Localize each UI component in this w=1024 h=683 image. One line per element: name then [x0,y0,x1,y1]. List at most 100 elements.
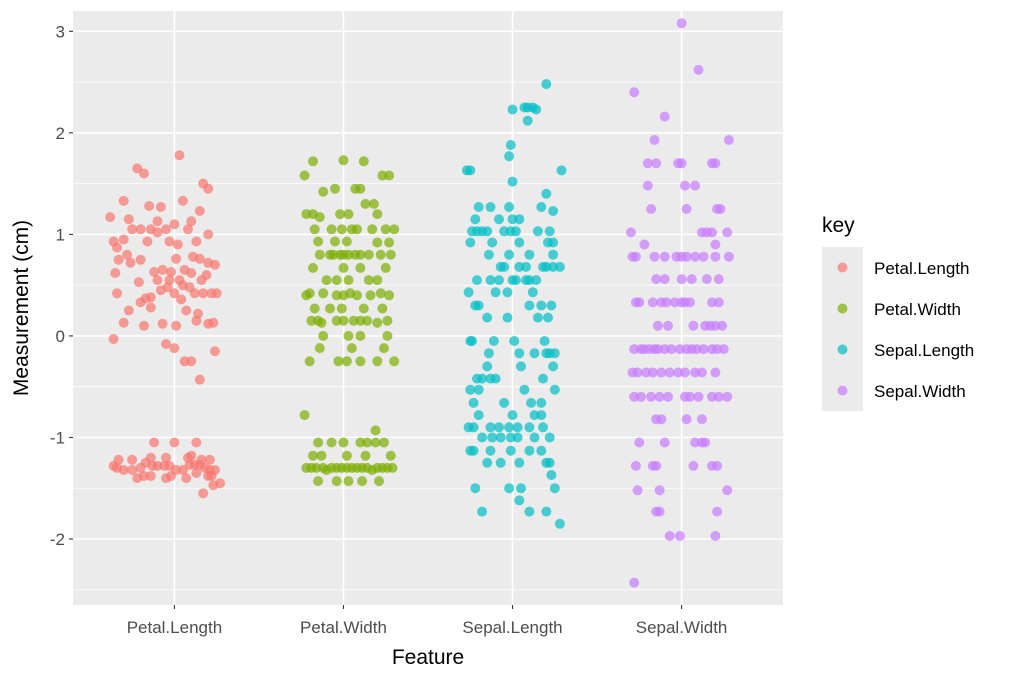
data-point [549,483,560,494]
data-point [133,277,144,288]
data-point [502,312,513,323]
data-point [465,384,476,395]
data-point [532,226,543,237]
data-point [372,356,383,367]
data-point [164,236,175,247]
data-point [341,236,352,247]
data-point [543,312,553,323]
data-point [174,150,185,161]
data-point [362,315,373,326]
data-point [191,315,202,326]
data-point [468,445,479,456]
data-point [529,348,540,359]
data-point [161,224,171,235]
data-point [487,237,498,248]
data-point [382,330,393,341]
data-point [647,297,658,308]
data-point [368,198,379,209]
data-point [710,239,721,250]
data-point [326,224,337,235]
data-point [546,470,557,480]
data-point [494,275,504,286]
data-point [634,297,645,308]
data-point [710,158,721,169]
x-tick-label: Sepal.Width [636,618,728,637]
data-point [308,156,318,167]
data-point [113,254,124,265]
data-point [352,224,362,235]
data-point [360,198,371,209]
data-point [483,348,494,359]
data-point [385,450,396,461]
y-axis-title: Measurement (cm) [10,220,33,396]
data-point [326,437,337,448]
data-point [105,212,116,223]
data-point [379,437,389,448]
data-point [360,450,371,461]
data-point [171,320,182,331]
data-point [132,163,143,174]
data-point [343,476,354,487]
data-point [473,202,484,212]
data-point [380,262,391,273]
data-point [372,317,383,328]
data-point [142,236,153,247]
data-point [172,239,183,250]
data-point [194,206,205,216]
data-point [325,303,335,314]
data-point [532,312,543,323]
data-point [387,462,398,473]
data-point [375,288,386,299]
data-point [321,275,332,286]
data-point [649,135,660,145]
data-point [477,506,488,517]
x-axis: Petal.Length Petal.Width Sepal.Length Sepal… [127,605,728,637]
data-point [139,320,149,331]
data-point [524,445,535,456]
data-point [629,577,640,588]
data-point [384,170,395,181]
data-point [110,268,121,278]
data-point [722,391,733,402]
data-point [522,115,533,126]
data-point [686,274,697,285]
data-point [355,330,366,341]
data-point [318,186,329,197]
data-point [473,410,484,421]
data-point [514,348,525,359]
data-point [316,450,327,461]
data-point [707,227,717,238]
data-point [355,183,366,194]
x-tick-label: Sepal.Length [462,618,562,637]
data-point [135,224,146,235]
data-point [531,275,542,286]
data-point [680,367,690,378]
data-point [494,422,504,433]
data-point [649,251,660,262]
data-point [632,485,643,496]
data-point [379,343,389,354]
data-point [504,202,515,212]
data-point [139,168,149,179]
x-tick-label: Petal.Length [127,618,222,637]
data-point [477,432,488,443]
data-point [194,374,205,385]
data-point [507,176,518,187]
data-point [524,422,535,433]
data-point [656,367,667,378]
data-point [363,249,374,260]
plot-panel [73,11,783,605]
data-point [512,432,523,443]
data-point [652,320,663,331]
data-point [331,275,342,286]
y-tick-label: -1 [50,428,65,447]
data-point [536,300,547,311]
data-point [473,300,484,311]
data-point [123,214,134,225]
data-point [149,267,160,277]
data-point [374,476,384,487]
data-point [196,454,207,465]
data-point [341,356,352,367]
data-point [538,373,548,384]
